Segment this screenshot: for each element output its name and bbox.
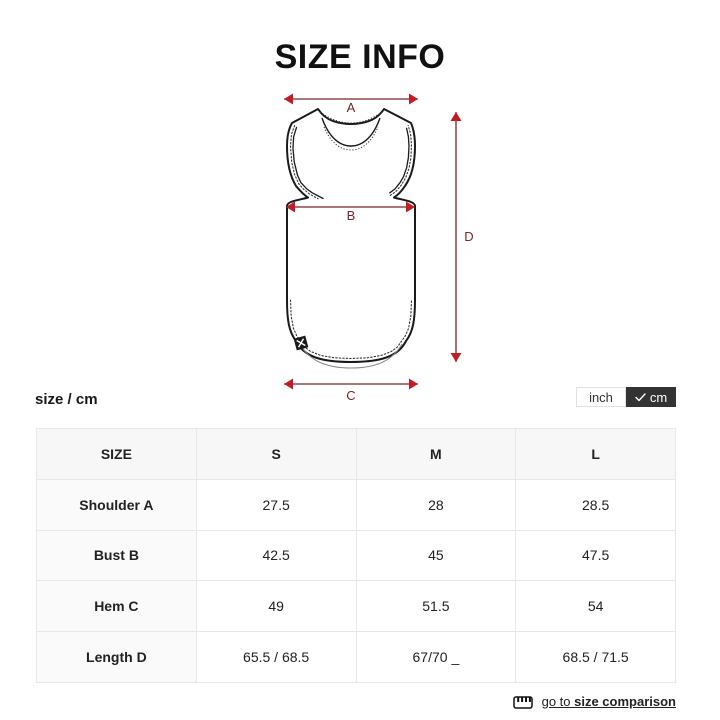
svg-text:C: C (346, 388, 355, 403)
svg-text:B: B (347, 208, 356, 223)
svg-text:A: A (347, 100, 356, 115)
svg-text:D: D (464, 229, 473, 244)
